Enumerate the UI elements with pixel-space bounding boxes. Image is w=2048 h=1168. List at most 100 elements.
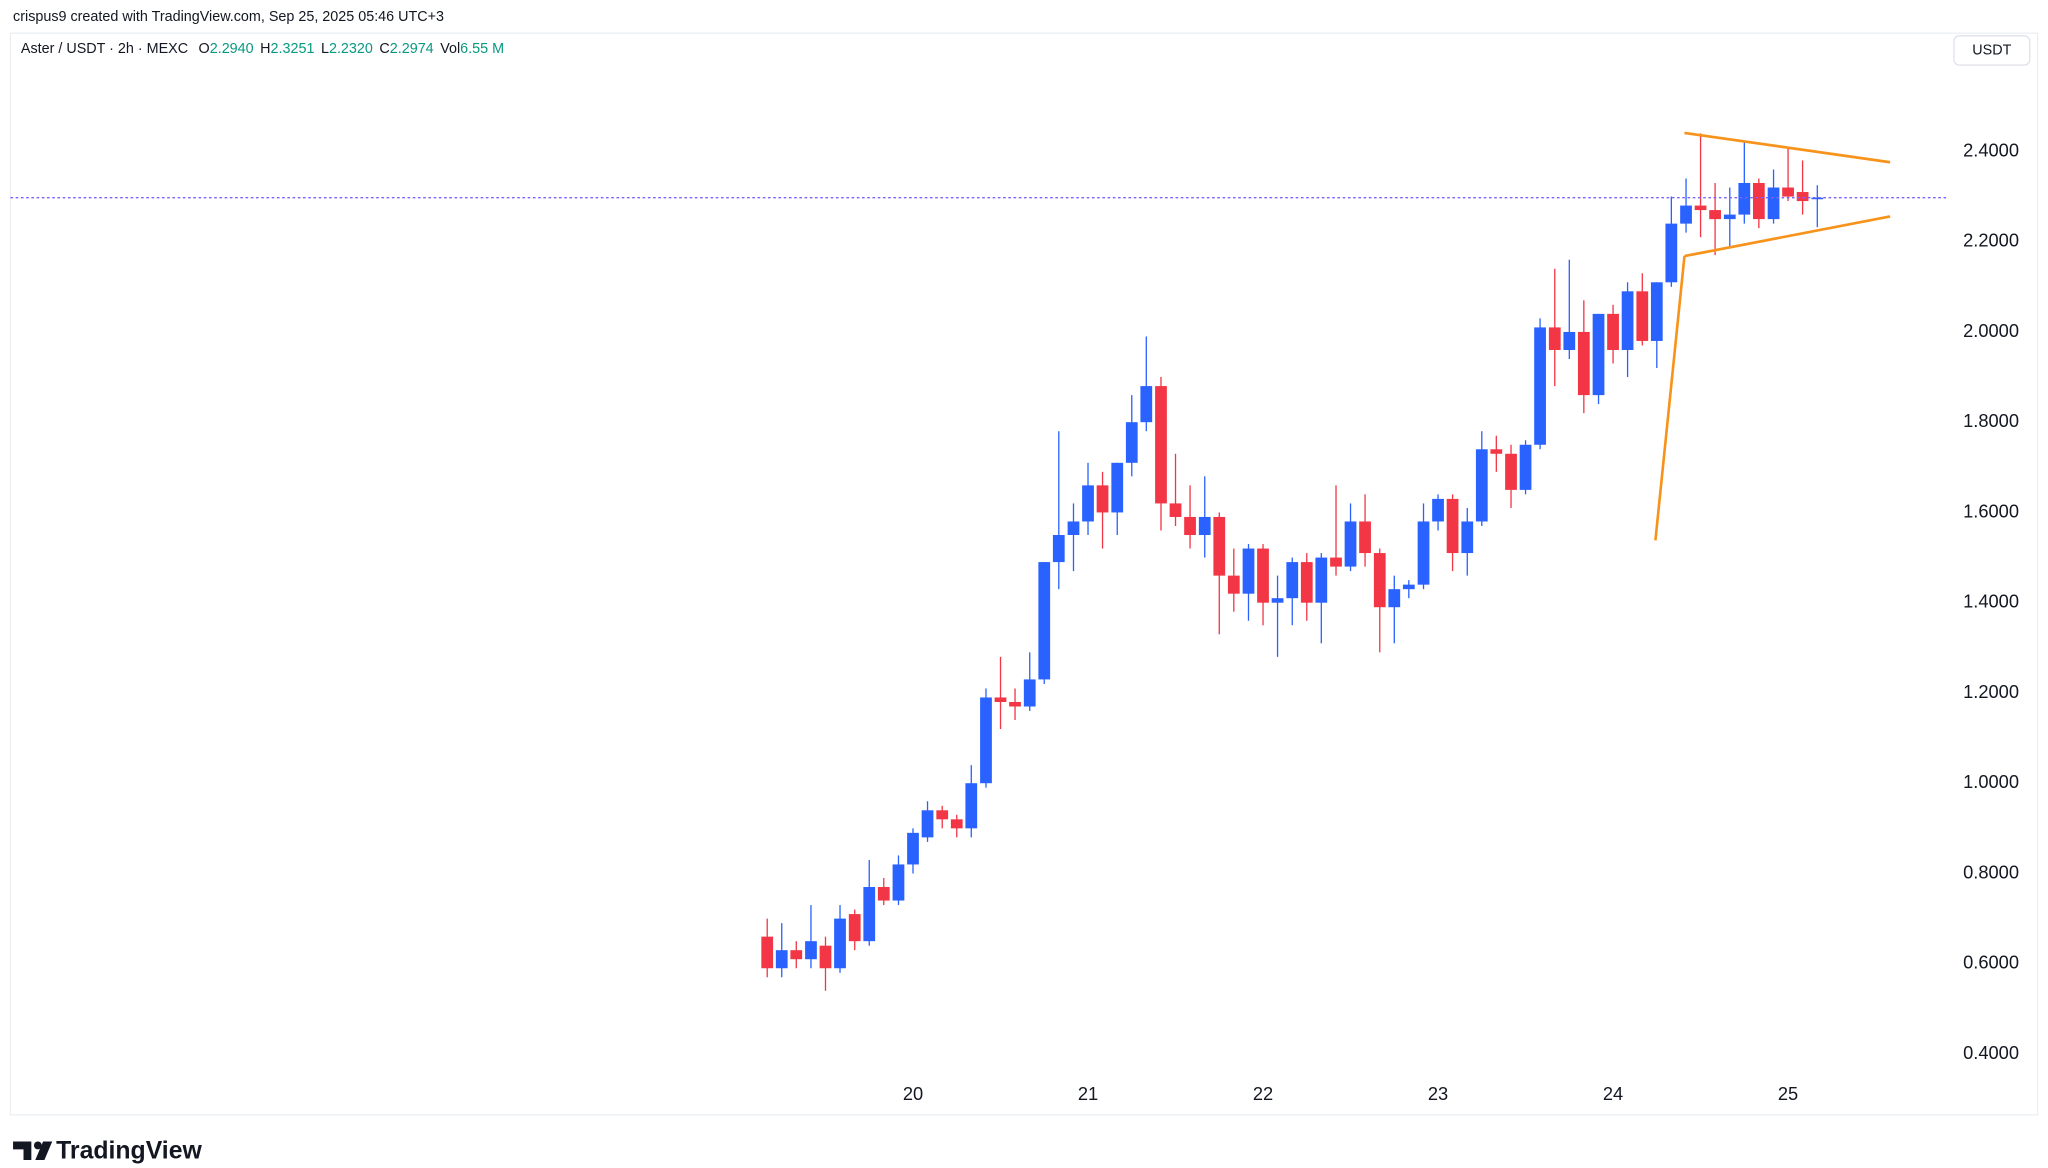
y-tick-label: 1.4000 [1963,590,2019,611]
candle-body [1490,449,1503,454]
brand-logo [13,1141,53,1161]
legend-label: O [199,41,210,57]
brand-name: TradingView [56,1137,202,1165]
x-tick-label: 21 [1078,1083,1098,1104]
candle-body [1067,521,1080,536]
candle-body [1271,598,1284,603]
candle-body [1388,589,1401,608]
candle-body [892,864,905,901]
candle-body [980,697,992,784]
candle-body [1811,197,1824,200]
candle-body [1315,557,1328,603]
candle-body [1636,291,1649,341]
candle-body [1519,444,1532,490]
candle-body [1709,210,1721,220]
candle-body [921,810,934,838]
candle-body [1767,187,1780,220]
candle-body [1198,516,1211,536]
candle-body [1694,205,1707,211]
legend-value: 2.3251 [271,41,315,57]
candle-body [1621,291,1634,350]
trend-line [1684,215,1891,258]
candle-body [1111,462,1124,513]
candle-body [1009,701,1021,707]
candle-body [1577,331,1590,396]
chart-frame [9,32,2039,1116]
trend-line [1654,255,1686,541]
candle-body [1155,386,1167,504]
candle-body [1461,521,1474,554]
candle-body [1300,562,1313,603]
candle-body [1548,327,1561,350]
candle-body [805,941,817,960]
candle-body [1373,553,1386,608]
trend-line [1684,131,1891,164]
y-tick-label: 2.0000 [1963,320,2019,341]
candle-body [1417,521,1430,585]
candle-body [1680,205,1692,224]
candle-body [1796,192,1809,202]
candle-body [1213,516,1226,576]
candle-body [1140,386,1153,423]
candle-body [1096,485,1109,513]
candle-body [1592,313,1605,396]
candle-body [1169,503,1182,517]
candle-body [1257,548,1269,603]
legend-label: H [260,41,270,57]
candle-body [1782,187,1794,197]
currency-box[interactable] [1953,35,2031,66]
candle-body [1723,214,1736,220]
y-tick-label: 0.6000 [1963,952,2019,973]
x-tick-label: 24 [1603,1083,1623,1104]
y-tick-label: 0.8000 [1963,861,2019,882]
candle-body [1125,422,1138,463]
currency[interactable]: USDT [1972,42,2011,58]
y-tick-label: 2.4000 [1963,139,2019,160]
candle-body [790,950,803,960]
candle-body [848,914,861,942]
x-tick-label: 25 [1778,1083,1798,1104]
candle-body [965,783,978,829]
candle-body [1738,183,1751,215]
candle-body [1505,453,1517,490]
candle-body [1344,521,1357,567]
candle-body [1052,535,1065,563]
legend-label: L [321,41,329,57]
legend-label: Vol [440,41,460,57]
candle-body [1242,548,1255,594]
legend-value: 2.2940 [210,41,254,57]
candle-body [1286,562,1299,599]
y-tick-label: 1.2000 [1963,681,2019,702]
symbol-legend: Aster / USDT · 2h · MEXC O2.2940 H2.3251 L2… [21,41,504,57]
x-tick-label: 22 [1253,1083,1273,1104]
candle-body [761,936,774,969]
candle-body [936,810,949,820]
x-tick-label: 20 [903,1083,923,1104]
y-tick-label: 2.2000 [1963,229,2019,250]
legend-value: 2.2320 [329,41,373,57]
candle-body [1607,313,1619,350]
candle-body [950,819,963,829]
y-tick-label: 0.4000 [1963,1042,2019,1063]
legend-value: 2.2974 [390,41,434,57]
candle-body [1038,562,1051,680]
candle-body [1184,516,1196,536]
candle-body [1563,331,1576,350]
candle-body [994,697,1007,702]
candle-body [1082,485,1094,522]
candle-body [1402,584,1415,590]
candle-body [819,945,832,969]
candle-body [1752,183,1765,220]
legend-value: 6.55 M [460,41,504,57]
candle-body [834,918,846,969]
y-tick-label: 1.0000 [1963,771,2019,792]
x-tick-label: 23 [1428,1083,1448,1104]
candle-body [863,887,876,942]
candle-body [877,887,890,901]
candle-body [1475,449,1488,522]
candle-body [1330,557,1342,567]
candle-body [1023,679,1036,707]
legend-label: C [379,41,389,57]
